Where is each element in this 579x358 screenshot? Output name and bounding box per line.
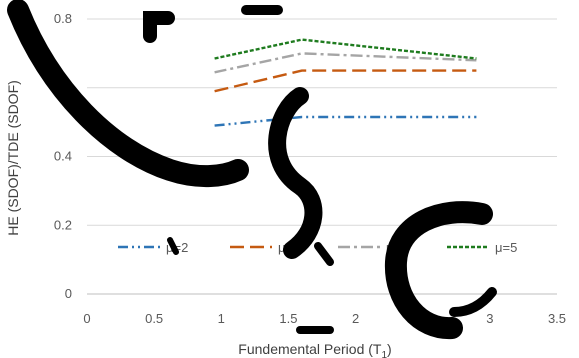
- y-axis-title: HE (SDOF)/TDE (SDOF): [5, 80, 21, 236]
- legend-label-1: μ=2: [166, 240, 188, 255]
- x-tick-label: 1: [218, 311, 225, 326]
- legend-label-4: μ=5: [495, 240, 517, 255]
- x-axis-title-main: Fundemental Period (T: [238, 341, 382, 357]
- x-axis-title-subscript: 1: [381, 350, 387, 358]
- x-axis-title: Fundemental Period (T1): [238, 341, 391, 358]
- legend-label-3: μ=4: [386, 240, 408, 255]
- x-tick-label: 3: [486, 311, 493, 326]
- x-tick-label: 0.5: [145, 311, 163, 326]
- x-tick-label: 0: [83, 311, 90, 326]
- y-tick-label: 0.4: [54, 149, 72, 164]
- x-tick-labels: 0 0.5 1 1.5 2 2.5 3 3.5: [83, 311, 566, 326]
- x-axis-title-close: ): [387, 341, 392, 357]
- gridlines: [87, 18, 557, 295]
- y-tick-label: 0.2: [54, 217, 72, 232]
- x-tick-label: 2: [352, 311, 359, 326]
- y-tick-labels: 0 0.2 0.4 0.6 0.8: [54, 11, 72, 301]
- x-tick-label: 2.5: [414, 311, 432, 326]
- x-tick-label: 1.5: [279, 311, 297, 326]
- series-lines: [214, 38, 477, 127]
- legend-label-2: μ=3: [278, 240, 300, 255]
- series-line-1: [214, 115, 477, 127]
- series-line-4: [214, 38, 477, 60]
- x-tick-label: 3.5: [548, 311, 566, 326]
- legend: μ=2 μ=3 μ=4 μ=5: [118, 240, 517, 255]
- y-tick-label: 0.8: [54, 11, 72, 26]
- y-tick-label: 0.6: [54, 80, 72, 95]
- y-tick-label: 0: [65, 286, 72, 301]
